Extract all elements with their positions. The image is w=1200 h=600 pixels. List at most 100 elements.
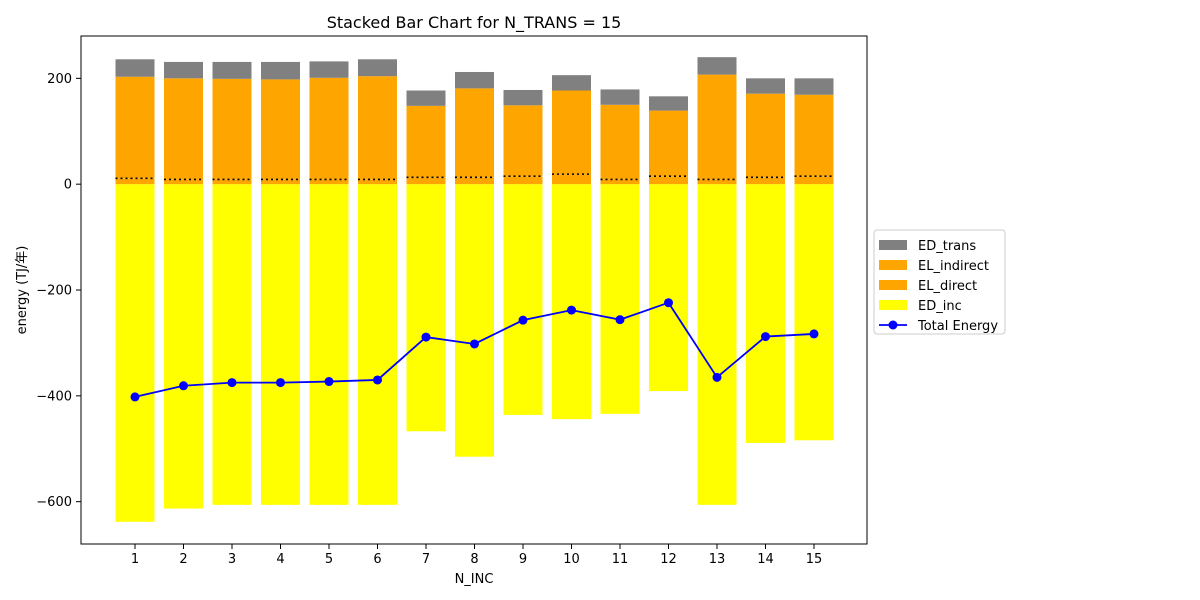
bar-el-direct-12: [649, 176, 688, 185]
chart-title: Stacked Bar Chart for N_TRANS = 15: [327, 13, 622, 33]
bar-ed-inc-3: [212, 184, 252, 505]
y-tick-label-3: 0: [64, 178, 72, 193]
bar-el-indirect-15: [794, 94, 834, 177]
legend-label-total-energy: Total Energy: [917, 319, 998, 334]
x-tick-label-8: 8: [470, 552, 478, 567]
bar-ed-inc-14: [746, 184, 785, 443]
total-energy-point-9: [518, 315, 528, 325]
bar-ed-trans-3: [212, 61, 252, 79]
bar-ed-trans-9: [503, 89, 543, 106]
legend-swatch-ed-inc: [879, 300, 907, 310]
bar-ed-inc-7: [406, 184, 446, 432]
bar-ed-inc-10: [552, 184, 591, 420]
bar-ed-trans-5: [309, 61, 349, 78]
total-energy-point-5: [324, 377, 334, 387]
bar-ed-trans-6: [358, 59, 397, 77]
bar-ed-trans-1: [115, 59, 155, 77]
x-tick-label-7: 7: [422, 552, 430, 567]
total-energy-point-8: [470, 339, 479, 349]
x-tick-label-6: 6: [373, 552, 381, 567]
legend-label-el-direct: EL_direct: [918, 279, 977, 294]
bar-ed-trans-7: [406, 90, 446, 106]
bar-ed-inc-11: [600, 184, 640, 414]
bar-el-indirect-6: [358, 76, 397, 180]
x-tick-label-2: 2: [179, 552, 187, 567]
bar-ed-inc-2: [164, 184, 203, 509]
bar-ed-trans-2: [164, 61, 203, 79]
total-energy-point-4: [276, 378, 285, 388]
x-tick-label-11: 11: [612, 552, 629, 567]
bar-ed-inc-9: [503, 184, 543, 415]
total-energy-point-6: [373, 375, 382, 385]
y-tick-label-4: 200: [47, 72, 72, 87]
bar-ed-trans-13: [697, 57, 737, 75]
bar-ed-trans-8: [455, 71, 494, 89]
total-energy-point-14: [761, 332, 770, 342]
bar-el-indirect-3: [212, 78, 252, 180]
bar-ed-inc-8: [455, 184, 494, 457]
bar-ed-inc-4: [261, 184, 300, 505]
bar-el-indirect-1: [115, 76, 155, 179]
bar-el-indirect-10: [552, 90, 591, 175]
bar-el-direct-14: [746, 177, 785, 185]
bar-el-indirect-7: [406, 105, 446, 178]
bar-ed-inc-15: [794, 184, 834, 441]
bar-el-indirect-4: [261, 79, 300, 180]
legend-swatch-ed-trans: [879, 240, 907, 250]
bar-el-direct-4: [261, 179, 300, 185]
bar-el-direct-13: [697, 179, 737, 185]
legend-swatch-el-indirect: [879, 260, 907, 270]
bar-ed-trans-14: [746, 78, 785, 94]
legend-label-el-indirect: EL_indirect: [918, 259, 989, 274]
bar-ed-trans-10: [552, 75, 591, 91]
bar-el-direct-7: [406, 177, 446, 185]
bar-ed-trans-4: [261, 61, 300, 80]
bar-el-indirect-9: [503, 105, 543, 177]
legend-swatch-el-direct: [879, 280, 907, 290]
bar-ed-inc-6: [358, 184, 397, 505]
y-tick-label-0: −600: [36, 495, 72, 510]
total-energy-point-7: [421, 332, 431, 342]
bar-ed-inc-12: [649, 184, 688, 392]
x-axis-title: N_INC: [455, 572, 494, 587]
x-tick-label-1: 1: [131, 552, 139, 567]
bar-el-indirect-11: [600, 104, 640, 180]
total-energy-point-3: [227, 378, 237, 388]
total-energy-point-11: [615, 315, 625, 325]
bar-el-direct-15: [794, 176, 834, 185]
bar-el-direct-2: [164, 179, 203, 185]
legend-label-ed-inc: ED_inc: [918, 299, 962, 314]
bar-ed-trans-11: [600, 89, 640, 105]
bar-ed-trans-15: [794, 78, 834, 95]
x-tick-label-12: 12: [660, 552, 677, 567]
bar-el-direct-5: [309, 179, 349, 185]
bar-el-indirect-14: [746, 93, 785, 178]
bar-el-direct-3: [212, 179, 252, 185]
bar-el-direct-11: [600, 179, 640, 185]
x-tick-label-3: 3: [228, 552, 236, 567]
total-energy-point-1: [130, 392, 140, 402]
x-tick-label-10: 10: [563, 552, 580, 567]
bar-el-direct-10: [552, 174, 591, 185]
bar-ed-inc-1: [115, 184, 155, 522]
bar-el-direct-9: [503, 176, 543, 185]
legend-swatch-marker: [888, 320, 898, 330]
bar-el-indirect-8: [455, 88, 494, 178]
bar-el-indirect-13: [697, 74, 737, 180]
total-energy-point-12: [664, 298, 673, 308]
y-tick-label-2: −200: [36, 284, 72, 299]
x-tick-label-4: 4: [276, 552, 284, 567]
y-tick-label-1: −400: [36, 389, 72, 404]
x-tick-label-15: 15: [806, 552, 823, 567]
legend-label-ed-trans: ED_trans: [918, 239, 976, 254]
bar-el-indirect-12: [649, 110, 688, 177]
bar-el-direct-6: [358, 179, 397, 185]
total-energy-point-15: [809, 329, 819, 339]
bar-el-indirect-5: [309, 77, 349, 180]
total-energy-point-2: [179, 381, 188, 391]
total-energy-point-10: [567, 305, 576, 315]
bar-el-indirect-2: [164, 78, 203, 180]
bar-ed-inc-5: [309, 184, 349, 505]
